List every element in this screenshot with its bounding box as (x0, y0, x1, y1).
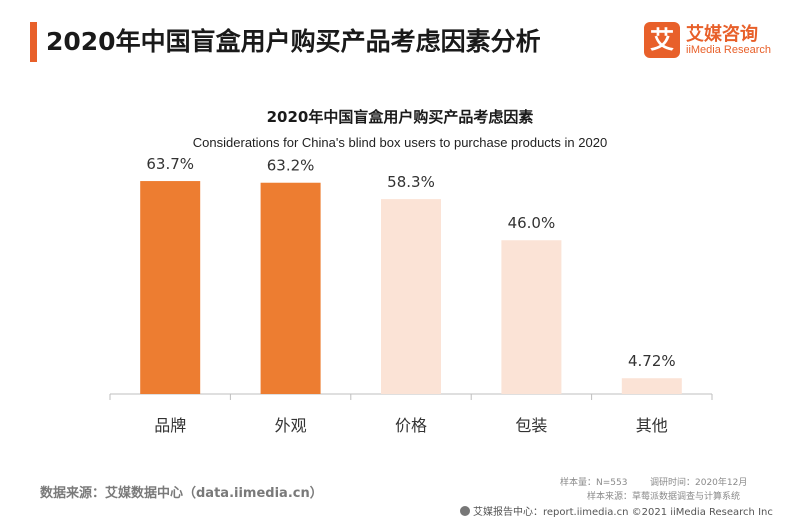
page-title: 2020年中国盲盒用户购买产品考虑因素分析 (46, 27, 541, 56)
bar-value-label: 63.2% (267, 157, 315, 175)
bar-value-label: 63.7% (146, 155, 194, 173)
bar-3 (381, 199, 441, 394)
brand-logo: 艾 艾媒咨询 iiMedia Research (644, 20, 784, 64)
x-tick-label: 包装 (515, 416, 547, 435)
brand-mark-icon: 艾 (644, 22, 680, 58)
bar-5 (621, 378, 682, 394)
title-accent-bar (30, 22, 37, 62)
chart-subtitle: Considerations for China's blind box use… (192, 135, 608, 150)
report-center-icon (460, 506, 470, 516)
bar-2 (260, 182, 321, 394)
x-tick-label: 品牌 (154, 416, 186, 435)
survey-date: 调研时间：2020年12月 (650, 478, 748, 488)
copyright: 艾媒报告中心：report.iimedia.cn ©2021 iiMedia R… (460, 503, 773, 518)
bar-value-label: 46.0% (508, 214, 556, 232)
bar-value-label: 4.72% (628, 352, 676, 370)
bar-4 (501, 240, 562, 394)
data-source: 数据来源：艾媒数据中心（data.iimedia.cn） (40, 486, 323, 501)
brand-name-cn: 艾媒咨询 (686, 24, 758, 45)
brand-name-en: iiMedia Research (686, 44, 771, 56)
x-tick-label: 价格 (395, 416, 427, 435)
sample-source: 样本来源：草莓派数据调查与计算系统 (587, 492, 741, 502)
bar-value-label: 58.3% (387, 173, 435, 191)
x-tick-label: 外观 (275, 416, 307, 435)
x-tick-label: 其他 (636, 416, 668, 435)
copyright-text: 艾媒报告中心：report.iimedia.cn ©2021 iiMedia R… (473, 507, 773, 518)
bar-1 (140, 181, 201, 394)
chart-title: 2020年中国盲盒用户购买产品考虑因素 (266, 108, 534, 126)
sample-size: 样本量：N=553 (560, 478, 628, 488)
